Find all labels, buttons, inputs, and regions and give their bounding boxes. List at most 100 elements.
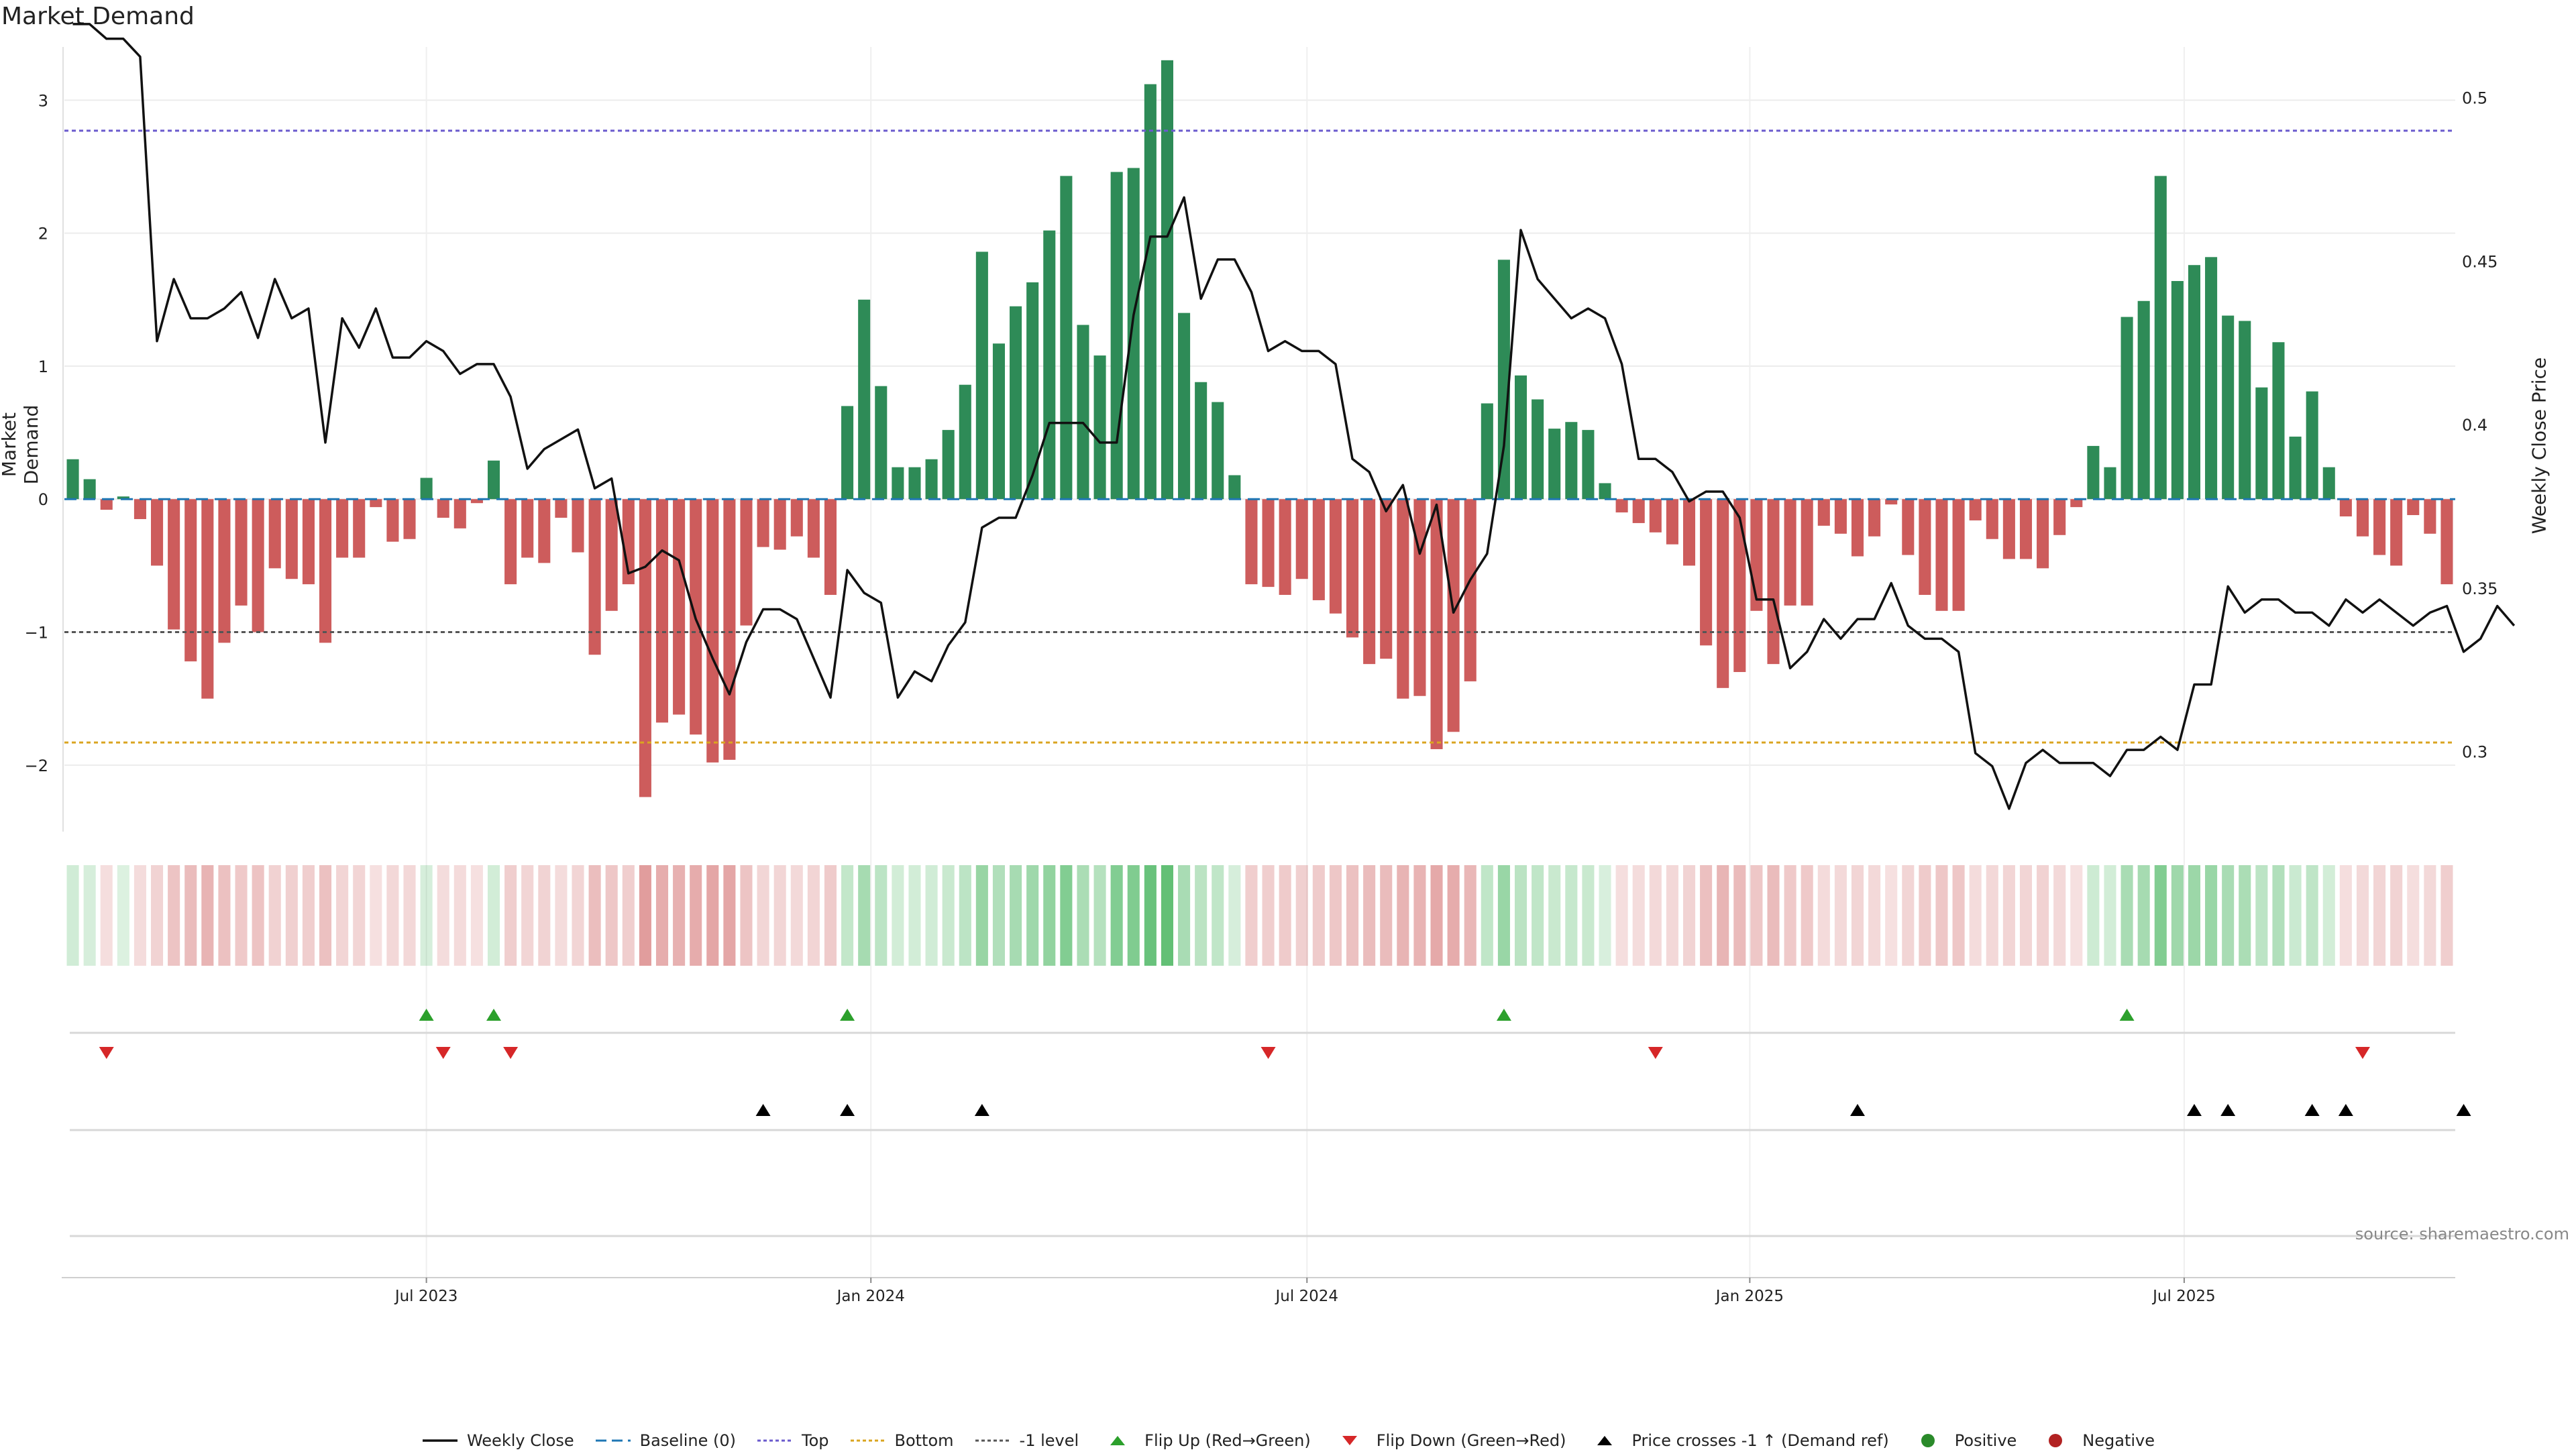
price-cross-marker — [840, 1104, 855, 1116]
y2-tick-label: 0.35 — [2462, 579, 2498, 598]
heat-cell — [1885, 865, 1898, 966]
flip-up-marker — [840, 1009, 855, 1021]
demand-bar — [1380, 499, 1393, 659]
demand-bar — [2407, 499, 2420, 516]
legend-item-flip-down: Flip Down (Green→Red) — [1331, 1431, 1566, 1450]
demand-bar — [1969, 499, 1982, 520]
heat-cell — [218, 865, 231, 966]
demand-bar — [1077, 325, 1089, 500]
heat-cell — [201, 865, 214, 966]
demand-bar — [2137, 300, 2150, 500]
heat-cell — [252, 865, 264, 966]
heat-strip — [66, 865, 2453, 966]
demand-bar — [1127, 168, 1140, 500]
heat-cell — [555, 865, 568, 966]
heat-cell — [1060, 865, 1073, 966]
heat-cell — [1919, 865, 1931, 966]
demand-bar — [2272, 342, 2285, 500]
demand-bar — [1548, 429, 1561, 500]
heat-cell — [690, 865, 702, 966]
heat-cell — [235, 865, 248, 966]
demand-bar — [892, 467, 904, 500]
heat-cell — [1312, 865, 1325, 966]
heat-cell — [1834, 865, 1847, 966]
demand-bar — [235, 499, 248, 606]
heat-cell — [1026, 865, 1039, 966]
heat-cell — [2373, 865, 2386, 966]
heat-cell — [370, 865, 382, 966]
heat-cell — [841, 865, 854, 966]
heat-cell — [319, 865, 332, 966]
demand-bar — [773, 499, 786, 550]
demand-bar — [1801, 499, 1813, 606]
demand-bar — [1043, 230, 1056, 500]
heat-cell — [2037, 865, 2049, 966]
heat-cell — [151, 865, 164, 966]
heat-cell — [824, 865, 837, 966]
demand-bar — [184, 499, 197, 662]
legend-item-cross: Price crosses -1 ↑ (Demand ref) — [1586, 1431, 1889, 1450]
heat-cell — [1228, 865, 1241, 966]
flip-down-marker — [435, 1047, 451, 1059]
heat-cell — [2222, 865, 2235, 966]
demand-bar — [2070, 499, 2083, 508]
legend-item-baseline: Baseline (0) — [594, 1431, 736, 1450]
demand-bar — [83, 479, 96, 500]
heat-cell — [723, 865, 736, 966]
demand-bar — [841, 406, 854, 500]
demand-bar — [740, 499, 753, 626]
demand-bar — [2087, 445, 2100, 500]
y2-tick-label: 0.4 — [2462, 416, 2487, 435]
demand-bar — [1397, 499, 1409, 699]
y2-tick-label: 0.5 — [2462, 89, 2487, 108]
legend-item-negative: Negative — [2037, 1431, 2155, 1450]
demand-bar — [403, 499, 416, 539]
heat-cell — [453, 865, 466, 966]
heat-cell — [639, 865, 651, 966]
heat-cell — [2171, 865, 2184, 966]
heat-cell — [892, 865, 904, 966]
x-tick-label: Jul 2024 — [1274, 1288, 1338, 1305]
legend-swatch — [421, 1433, 459, 1448]
heat-cell — [403, 865, 416, 966]
legend-label: Flip Up (Red→Green) — [1144, 1431, 1311, 1450]
y-tick-label: 3 — [38, 91, 48, 110]
heat-cell — [1212, 865, 1224, 966]
heat-cell — [268, 865, 281, 966]
demand-bar — [1430, 499, 1443, 750]
demand-bar — [1262, 499, 1275, 588]
heat-cell — [1481, 865, 1493, 966]
legend-label: Baseline (0) — [639, 1431, 736, 1450]
legend-item-flip-up: Flip Up (Red→Green) — [1099, 1431, 1311, 1450]
legend-label: Price crosses -1 ↑ (Demand ref) — [1631, 1431, 1889, 1450]
demand-bar — [1851, 499, 1864, 557]
demand-bar — [1952, 499, 1965, 611]
legend-item-bottom: Bottom — [849, 1431, 954, 1450]
demand-bar — [453, 499, 466, 528]
heat-cell — [975, 865, 988, 966]
heat-cell — [2322, 865, 2335, 966]
heat-cell — [1851, 865, 1864, 966]
heat-cell — [2289, 865, 2302, 966]
demand-bar — [2205, 257, 2218, 500]
price-cross-marker — [2456, 1104, 2471, 1116]
heat-cell — [1969, 865, 1982, 966]
flip-up-marker — [419, 1009, 434, 1021]
heat-cell — [2070, 865, 2083, 966]
y-tick-label: −1 — [25, 624, 48, 642]
heat-cell — [2053, 865, 2066, 966]
price-cross-marker — [755, 1104, 771, 1116]
heat-cell — [2356, 865, 2369, 966]
demand-bar — [673, 499, 686, 715]
heat-cell — [2002, 865, 2015, 966]
heat-cell — [572, 865, 584, 966]
demand-bar — [824, 499, 837, 596]
heat-cell — [1279, 865, 1291, 966]
heat-cell — [100, 865, 113, 966]
heat-cell — [353, 865, 366, 966]
heat-cell — [336, 865, 349, 966]
heat-cell — [2154, 865, 2167, 966]
heat-cell — [1514, 865, 1527, 966]
demand-bar — [133, 499, 146, 519]
